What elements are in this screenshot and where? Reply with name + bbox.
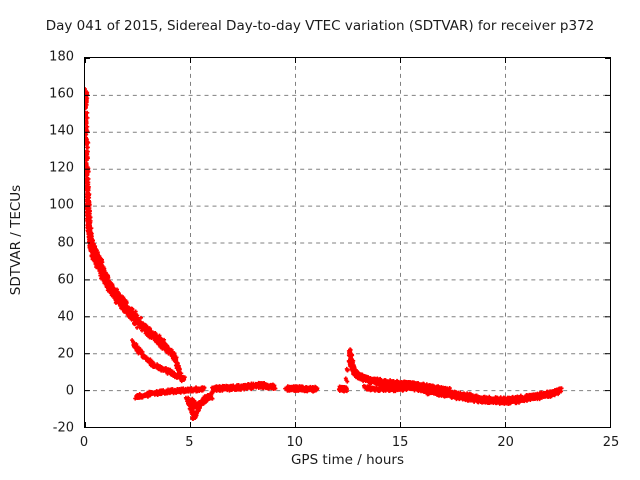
- x-tick-label: 15: [391, 435, 409, 450]
- y-tick-label: 100: [49, 197, 74, 213]
- y-tick-label: 80: [57, 235, 74, 250]
- chart-title: Day 041 of 2015, Sidereal Day-to-day VTE…: [45, 18, 595, 34]
- x-tick-label: 20: [497, 435, 514, 450]
- plot-area: [84, 57, 611, 428]
- axis-tick-marks: [85, 58, 610, 427]
- x-tick-label: 5: [185, 435, 194, 450]
- y-tick-label: 0: [65, 383, 74, 399]
- y-tick-label: 140: [49, 123, 74, 139]
- y-tick-label: -20: [52, 420, 74, 436]
- x-tick-label: 10: [286, 435, 304, 450]
- y-axis-label: SDTVAR / TECUs: [8, 184, 24, 296]
- x-tick-label: 25: [602, 435, 620, 450]
- y-tick-label: 20: [57, 346, 74, 362]
- grid-lines: [85, 58, 610, 427]
- y-tick-label: 40: [57, 309, 74, 325]
- x-axis-label: GPS time / hours: [290, 452, 405, 468]
- y-tick-label: 120: [49, 160, 74, 176]
- y-tick-label: 60: [57, 272, 74, 288]
- x-tick-label: 0: [79, 435, 89, 450]
- y-tick-label: 180: [49, 49, 74, 65]
- scatter-series-sdtvar: [85, 87, 564, 422]
- y-tick-label: 160: [49, 86, 74, 102]
